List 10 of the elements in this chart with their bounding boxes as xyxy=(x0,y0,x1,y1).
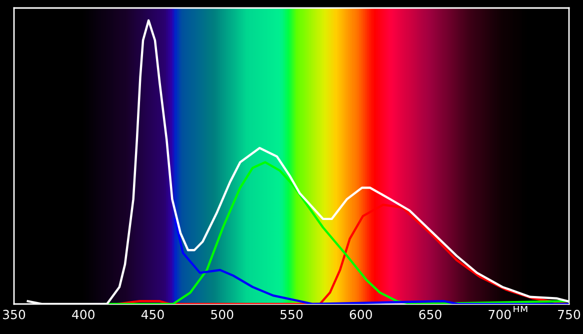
x-tick-label: 400 xyxy=(72,310,94,320)
x-tick-label: 450 xyxy=(141,310,164,320)
x-axis-title: нм xyxy=(514,306,528,312)
x-tick-label: 700 xyxy=(488,310,511,320)
x-tick-label: 750 xyxy=(558,310,580,320)
x-tick-label: 350 xyxy=(3,310,26,320)
x-tick-label: 650 xyxy=(419,310,442,320)
x-tick-label: 550 xyxy=(280,310,303,320)
x-tick-label: 600 xyxy=(350,310,372,320)
x-tick-label: 500 xyxy=(211,310,234,320)
